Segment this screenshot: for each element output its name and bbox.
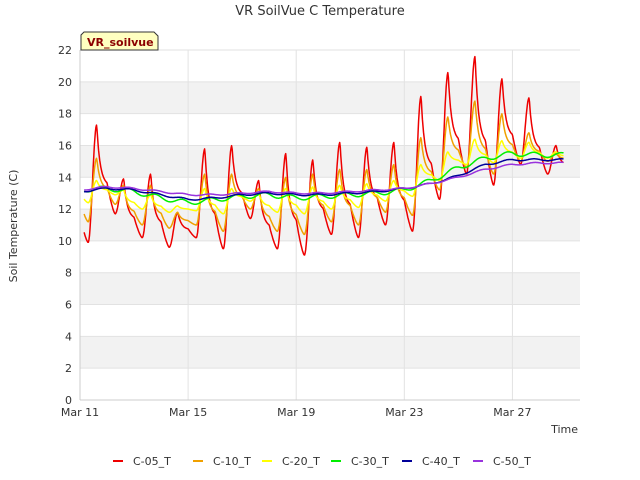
y-tick-labels: 0 2 4 6 8 10 12 14 16 18 20 22 bbox=[58, 44, 72, 407]
y-tick-label: 10 bbox=[58, 235, 72, 248]
x-axis-label: Time bbox=[550, 423, 578, 436]
plot-band bbox=[80, 209, 580, 241]
legend-label: C-05_T bbox=[133, 455, 171, 468]
y-tick-label: 6 bbox=[65, 299, 72, 312]
site-label: VR_soilvue bbox=[87, 36, 154, 49]
legend: C-05_T C-10_T C-20_T C-30_T C-40_T C-50_T bbox=[113, 455, 531, 468]
y-tick-label: 18 bbox=[58, 108, 72, 121]
plot-band bbox=[80, 336, 580, 369]
x-tick-label: Mar 23 bbox=[385, 406, 423, 419]
plot-bands bbox=[80, 81, 580, 369]
site-label-box: VR_soilvue bbox=[80, 31, 159, 51]
axes bbox=[79, 50, 580, 401]
series-line-c-20-t bbox=[83, 138, 564, 215]
legend-label: C-30_T bbox=[351, 455, 389, 468]
y-tick-label: 4 bbox=[65, 330, 72, 343]
x-tick-labels: Mar 11 Mar 15 Mar 19 Mar 23 Mar 27 bbox=[61, 406, 532, 419]
x-tick-label: Mar 27 bbox=[493, 406, 531, 419]
series-line-c-30-t bbox=[83, 151, 564, 205]
y-tick-label: 8 bbox=[65, 267, 72, 280]
y-tick-label: 2 bbox=[65, 362, 72, 375]
data-series bbox=[83, 55, 564, 256]
x-tick-label: Mar 11 bbox=[61, 406, 99, 419]
plot-band bbox=[80, 145, 580, 178]
y-tick-label: 0 bbox=[65, 394, 72, 407]
series-line-c-05-t bbox=[83, 55, 564, 256]
x-tick-label: Mar 15 bbox=[169, 406, 207, 419]
y-axis-label: Soil Temperature (C) bbox=[7, 170, 20, 283]
chart-title: VR SoilVue C Temperature bbox=[235, 4, 404, 19]
series-line-c-40-t bbox=[83, 158, 564, 201]
y-tick-label: 16 bbox=[58, 139, 72, 152]
legend-label: C-10_T bbox=[213, 455, 251, 468]
legend-label: C-40_T bbox=[422, 455, 460, 468]
series-line-c-10-t bbox=[83, 100, 564, 236]
x-tick-label: Mar 19 bbox=[277, 406, 315, 419]
plot-band bbox=[80, 81, 580, 114]
y-tick-label: 20 bbox=[58, 76, 72, 89]
y-tick-label: 12 bbox=[58, 203, 72, 216]
series-line-c-50-t bbox=[83, 161, 564, 197]
site-label-background bbox=[80, 31, 159, 51]
legend-label: C-50_T bbox=[493, 455, 531, 468]
legend-label: C-20_T bbox=[282, 455, 320, 468]
y-tick-label: 14 bbox=[58, 171, 72, 184]
y-tick-label: 22 bbox=[58, 44, 72, 57]
plot-band bbox=[80, 272, 580, 305]
